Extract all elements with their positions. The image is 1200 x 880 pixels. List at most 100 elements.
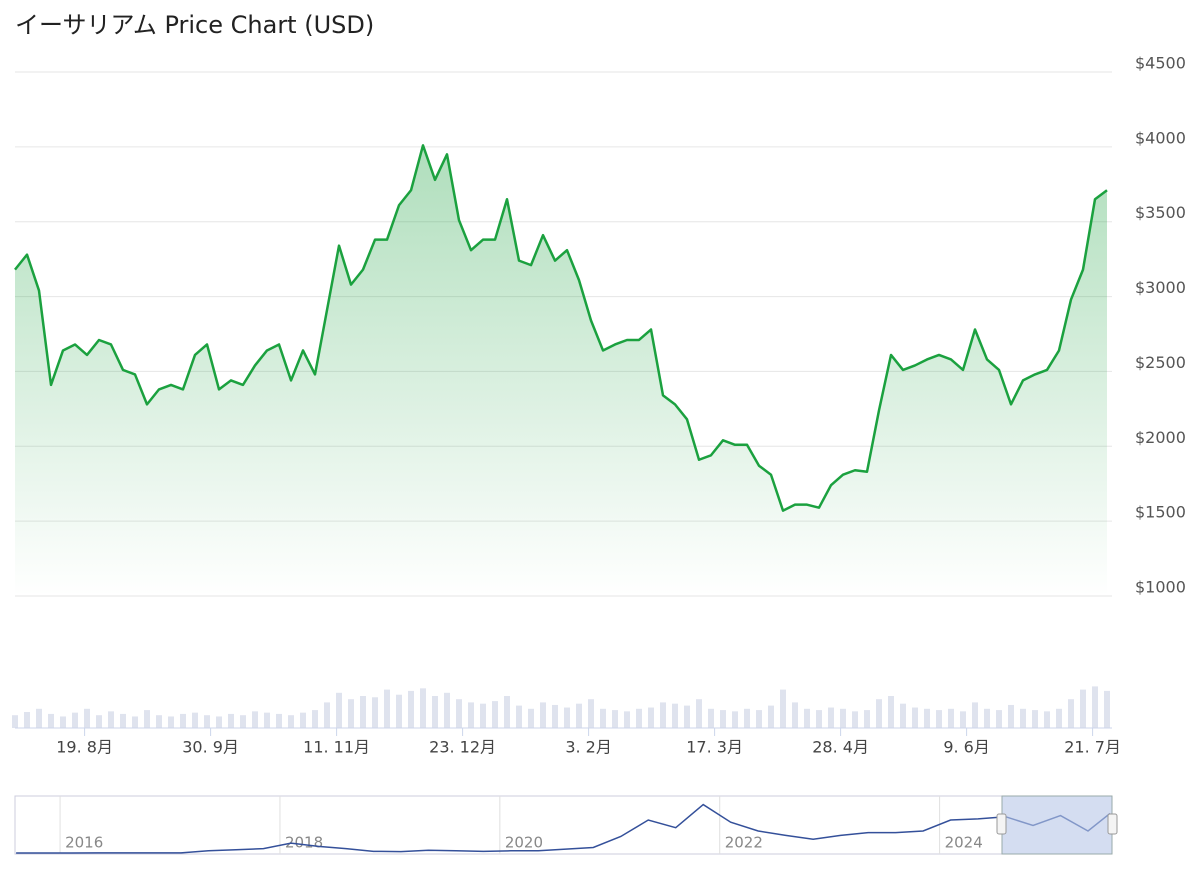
navigator-selection[interactable] — [1001, 795, 1113, 855]
volume-bar — [276, 713, 282, 728]
volume-bar — [552, 704, 558, 728]
y-tick-label: $1000 — [1135, 578, 1186, 597]
navigator-handle[interactable] — [996, 813, 1007, 835]
volume-bar — [420, 688, 426, 728]
y-tick-label: $4000 — [1135, 128, 1186, 147]
volume-bar — [396, 694, 402, 728]
volume-bar — [480, 703, 486, 728]
volume-bar — [1104, 690, 1110, 728]
volume-bar — [180, 713, 186, 728]
x-tick-label: 28. 4月 — [812, 738, 869, 757]
volume-bar — [120, 713, 126, 728]
volume-bar — [948, 708, 954, 728]
volume-bar — [900, 703, 906, 728]
volume-bar — [456, 699, 462, 728]
volume-bar — [48, 713, 54, 728]
x-tick-label: 11. 11月 — [303, 738, 370, 757]
volume-bar — [816, 710, 822, 728]
volume-bar — [984, 708, 990, 728]
volume-bar — [96, 715, 102, 728]
volume-bar — [12, 715, 18, 728]
volume-bar — [864, 710, 870, 728]
volume-bar — [336, 692, 342, 728]
volume-bar — [468, 702, 474, 728]
volume-bar — [972, 702, 978, 728]
volume-bar — [384, 689, 390, 728]
volume-bar — [1080, 689, 1086, 728]
y-tick-label: $2500 — [1135, 353, 1186, 372]
volume-bar — [804, 708, 810, 728]
volume-bar — [504, 696, 510, 728]
volume-bar — [576, 703, 582, 728]
navigator-tick-label: 2020 — [505, 834, 543, 852]
volume-bar — [516, 705, 522, 728]
navigator-handle[interactable] — [1107, 813, 1118, 835]
volume-bar — [168, 716, 174, 728]
volume-bar — [936, 710, 942, 728]
x-tick-label: 17. 3月 — [686, 738, 743, 757]
navigator-tick-label: 2016 — [65, 834, 103, 852]
volume-bar — [660, 702, 666, 728]
volume-bar — [636, 708, 642, 728]
volume-bar — [888, 696, 894, 728]
x-tick-label: 30. 9月 — [182, 738, 239, 757]
volume-bar — [828, 707, 834, 728]
volume-bar — [852, 711, 858, 728]
volume-bar — [252, 711, 258, 728]
volume-bar — [1020, 708, 1026, 728]
y-tick-label: $1500 — [1135, 503, 1186, 522]
volume-bar — [612, 710, 618, 728]
volume-bar — [780, 689, 786, 728]
volume-bar — [1032, 710, 1038, 728]
x-tick-label: 9. 6月 — [943, 738, 990, 757]
volume-bar — [1092, 686, 1098, 728]
volume-bar — [1068, 699, 1074, 728]
volume-bar — [156, 715, 162, 728]
volume-bar — [240, 715, 246, 728]
volume-bar — [924, 708, 930, 728]
volume-bar — [1056, 708, 1062, 728]
volume-bar — [432, 696, 438, 728]
y-tick-label: $3500 — [1135, 203, 1186, 222]
volume-bar — [840, 708, 846, 728]
volume-bar — [996, 710, 1002, 728]
volume-bar — [732, 711, 738, 728]
volume-bar — [324, 702, 330, 728]
volume-bar — [360, 696, 366, 728]
volume-bar — [216, 716, 222, 728]
volume-bar — [300, 712, 306, 728]
volume-bar — [84, 708, 90, 728]
volume-bar — [444, 692, 450, 728]
volume-bar — [600, 708, 606, 728]
volume-bar — [708, 708, 714, 728]
volume-bar — [720, 710, 726, 728]
volume-bar — [564, 707, 570, 728]
volume-bar — [348, 699, 354, 728]
volume-bar — [540, 702, 546, 728]
volume-bar — [408, 690, 414, 728]
volume-bar — [684, 705, 690, 728]
navigator-tick-label: 2024 — [945, 834, 983, 852]
chart-title: イーサリアム Price Chart (USD) — [15, 11, 374, 39]
volume-bar — [1044, 711, 1050, 728]
price-line — [14, 144, 1108, 512]
volume-bar — [960, 711, 966, 728]
volume-bar — [768, 705, 774, 728]
y-tick-label: $3000 — [1135, 278, 1186, 297]
volume-bar — [288, 715, 294, 728]
navigator-tick-label: 2018 — [285, 834, 323, 852]
volume-bar — [876, 699, 882, 728]
volume-bar — [372, 697, 378, 728]
volume-bar — [192, 712, 198, 728]
volume-bar — [528, 708, 534, 728]
volume-bar — [312, 710, 318, 728]
x-tick-label: 3. 2月 — [565, 738, 612, 757]
volume-bar — [588, 699, 594, 728]
x-tick-label: 23. 12月 — [429, 738, 496, 757]
volume-bar — [144, 710, 150, 728]
x-tick-label: 19. 8月 — [56, 738, 113, 757]
volume-bar — [228, 713, 234, 728]
x-tick-label: 21. 7月 — [1064, 738, 1121, 757]
volume-bar — [132, 716, 138, 728]
price-area — [15, 145, 1107, 597]
